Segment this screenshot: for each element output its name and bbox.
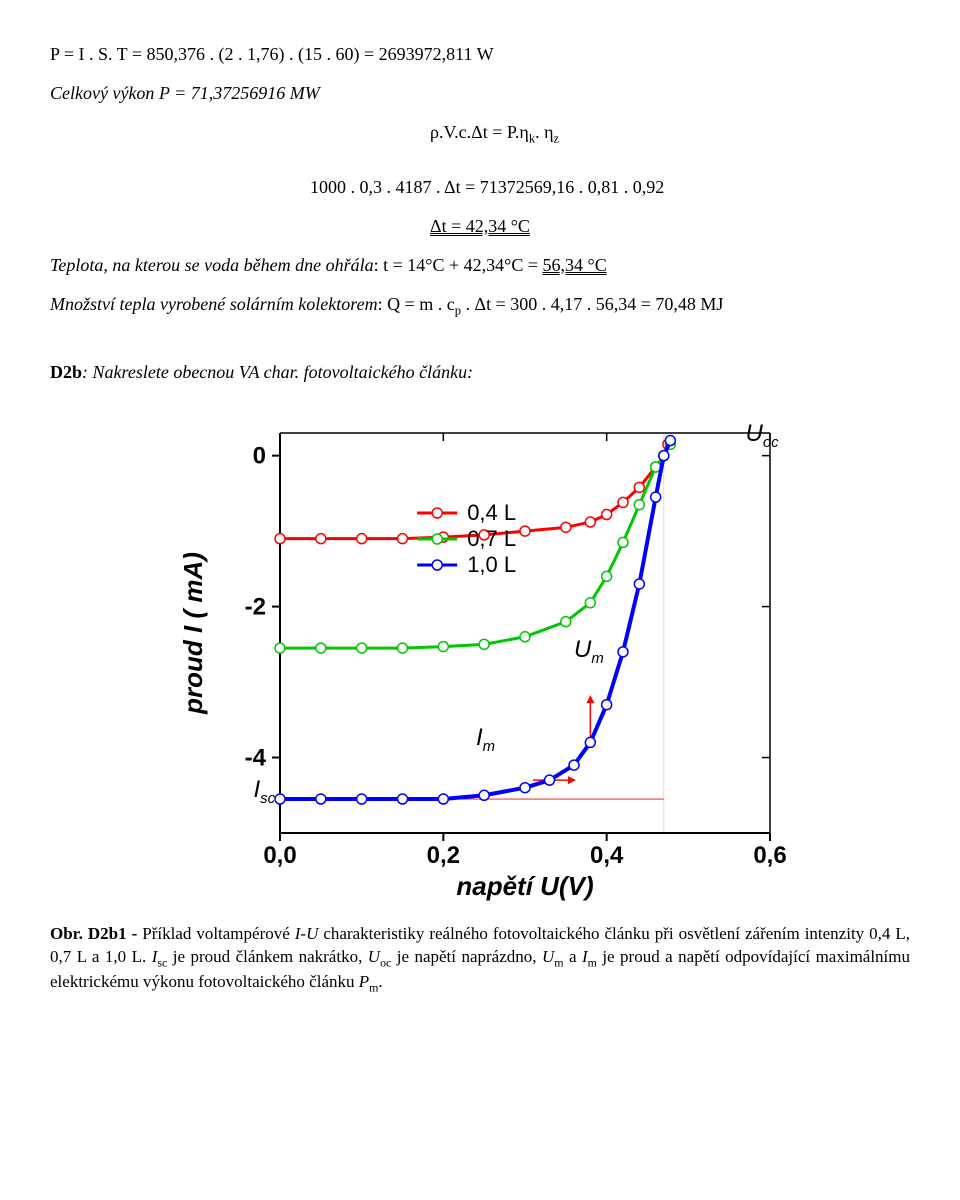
svg-text:napětí U(V): napětí U(V) — [456, 871, 593, 901]
svg-text:-2: -2 — [245, 594, 266, 621]
svg-text:Uoc: Uoc — [746, 420, 780, 451]
d2b-heading: D2b: Nakreslete obecnou VA char. fotovol… — [50, 362, 910, 383]
svg-text:1,0 L: 1,0 L — [467, 552, 516, 577]
svg-text:-4: -4 — [245, 745, 267, 772]
figure-caption: Obr. D2b1 - Příklad voltampérové I-U cha… — [50, 923, 910, 995]
eq-deltat: Δt = 42,34 °C — [50, 216, 910, 237]
total-power-line: Celkový výkon P = 71,37256916 MW — [50, 83, 910, 104]
eq-heat-balance: ρ.V.c.Δt = P.ηk. ηz — [50, 122, 910, 147]
iv-chart: 0 -2 -4 0,0 0,2 0,4 0,6 napětí U(V) proud I ( mA… — [160, 403, 800, 903]
heat-amount-line: Množství tepla vyrobené solárním kolekto… — [50, 294, 910, 319]
svg-text:Isc: Isc — [253, 776, 275, 807]
eq-numeric: 1000 . 0,3 . 4187 . Δt = 71372569,16 . 0… — [50, 177, 910, 198]
svg-text:proud I ( mA): proud I ( mA) — [178, 552, 208, 715]
temp-line: Teplota, na kterou se voda během dne ohř… — [50, 255, 910, 276]
svg-text:0,7 L: 0,7 L — [467, 526, 516, 551]
svg-text:0,6: 0,6 — [753, 842, 786, 869]
svg-text:0: 0 — [253, 443, 266, 470]
svg-text:Im: Im — [476, 724, 495, 755]
svg-text:0,0: 0,0 — [263, 842, 296, 869]
svg-text:0,2: 0,2 — [427, 842, 460, 869]
eq-power-detail: P = I . S. T = 850,376 . (2 . 1,76) . (1… — [50, 44, 910, 65]
svg-text:0,4 L: 0,4 L — [467, 500, 516, 525]
svg-text:Um: Um — [574, 636, 604, 667]
svg-text:0,4: 0,4 — [590, 842, 624, 869]
